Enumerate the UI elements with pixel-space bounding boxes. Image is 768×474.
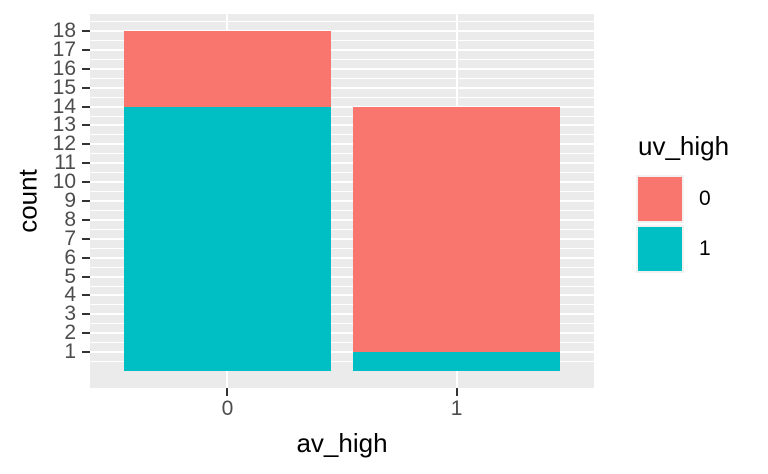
gridline-minor bbox=[90, 209, 594, 211]
legend-title: uv_high bbox=[638, 131, 730, 161]
y-tick-mark bbox=[82, 162, 90, 165]
legend-entry: 0 bbox=[636, 175, 729, 223]
y-tick-label: 8 bbox=[64, 207, 76, 231]
gridline-major bbox=[90, 218, 594, 221]
x-tick-mark bbox=[226, 388, 229, 396]
gridline-minor bbox=[90, 361, 594, 363]
gridline-minor bbox=[90, 323, 594, 325]
y-tick-label: 16 bbox=[52, 56, 76, 80]
y-tick-mark bbox=[82, 30, 90, 32]
y-tick-label: 15 bbox=[52, 75, 76, 99]
gridline-minor bbox=[90, 77, 594, 79]
plot-panel bbox=[90, 14, 594, 388]
legend-entry: 1 bbox=[636, 225, 729, 273]
x-tick-label: 1 bbox=[450, 397, 463, 420]
y-tick-mark bbox=[82, 275, 90, 278]
y-tick-label: 14 bbox=[52, 94, 76, 118]
gridline-major bbox=[90, 256, 594, 259]
gridline-major bbox=[90, 200, 594, 202]
gridline-minor bbox=[90, 58, 594, 60]
gridline-major bbox=[90, 294, 594, 297]
y-tick-label: 11 bbox=[54, 151, 76, 175]
y-tick-mark bbox=[82, 332, 90, 335]
gridline-major bbox=[90, 30, 594, 32]
y-tick-label: 3 bbox=[64, 302, 76, 326]
gridline-minor bbox=[90, 153, 594, 155]
gridline-major bbox=[90, 181, 594, 184]
gridline-major bbox=[90, 162, 594, 165]
gridline-major bbox=[90, 332, 594, 335]
y-tick-label: 4 bbox=[64, 283, 76, 307]
y-tick-mark bbox=[82, 124, 90, 127]
y-tick-mark bbox=[82, 294, 90, 297]
y-tick-mark bbox=[82, 218, 90, 221]
y-tick-mark bbox=[82, 313, 90, 316]
gridline-minor bbox=[90, 342, 594, 344]
gridline-major bbox=[90, 237, 594, 240]
gridline-major bbox=[90, 86, 594, 89]
bar-segment bbox=[124, 31, 331, 107]
gridline-major bbox=[90, 124, 594, 127]
gridline-minor bbox=[90, 134, 594, 136]
legend-key-swatch bbox=[636, 175, 684, 223]
y-tick-label: 1 bbox=[64, 340, 76, 364]
gridline-major bbox=[90, 67, 594, 70]
gridline-major bbox=[90, 143, 594, 146]
y-tick-label: 12 bbox=[52, 132, 76, 156]
gridline-minor bbox=[90, 228, 594, 230]
gridline-minor bbox=[90, 191, 594, 193]
gridline-minor bbox=[90, 285, 594, 287]
gridline-minor bbox=[90, 21, 594, 23]
gridline-minor bbox=[90, 304, 594, 306]
y-tick-label: 5 bbox=[64, 264, 76, 288]
gridline-minor bbox=[90, 96, 594, 98]
y-tick-label: 17 bbox=[52, 37, 76, 61]
legend-entry-label: 1 bbox=[699, 237, 711, 260]
legend-key-swatch bbox=[636, 225, 684, 273]
gridline-minor bbox=[90, 172, 594, 174]
y-tick-mark bbox=[82, 200, 90, 202]
y-tick-label: 18 bbox=[52, 19, 76, 42]
gridline-major bbox=[90, 313, 594, 316]
y-tick-mark bbox=[82, 256, 90, 259]
y-tick-mark bbox=[82, 105, 90, 108]
bar-segment bbox=[353, 352, 560, 371]
y-tick-label: 9 bbox=[64, 189, 76, 212]
gridline-minor bbox=[90, 115, 594, 117]
y-tick-mark bbox=[82, 237, 90, 240]
y-tick-mark bbox=[82, 351, 90, 354]
y-tick-mark bbox=[82, 181, 90, 184]
y-tick-label: 2 bbox=[64, 321, 76, 345]
y-tick-label: 10 bbox=[52, 170, 76, 194]
y-tick-mark bbox=[82, 48, 90, 51]
y-tick-label: 6 bbox=[64, 245, 76, 269]
y-tick-label: 7 bbox=[64, 226, 76, 250]
y-tick-mark bbox=[82, 143, 90, 146]
x-tick-mark bbox=[455, 388, 458, 396]
gridline-major bbox=[90, 48, 594, 51]
bar-segment bbox=[353, 106, 560, 353]
gridline-minor bbox=[90, 266, 594, 268]
y-tick-mark bbox=[82, 67, 90, 70]
x-tick-label: 0 bbox=[221, 397, 234, 420]
bar-segment bbox=[124, 106, 331, 371]
y-tick-label: 13 bbox=[52, 113, 76, 137]
gridline-major bbox=[90, 275, 594, 278]
gridline-minor bbox=[90, 247, 594, 249]
x-axis-title: av_high bbox=[296, 428, 388, 458]
gridline-major bbox=[90, 105, 594, 108]
legend-entry-label: 0 bbox=[699, 187, 711, 210]
gridline-major bbox=[90, 351, 594, 354]
gridline-minor bbox=[90, 39, 594, 41]
y-tick-mark bbox=[82, 86, 90, 89]
